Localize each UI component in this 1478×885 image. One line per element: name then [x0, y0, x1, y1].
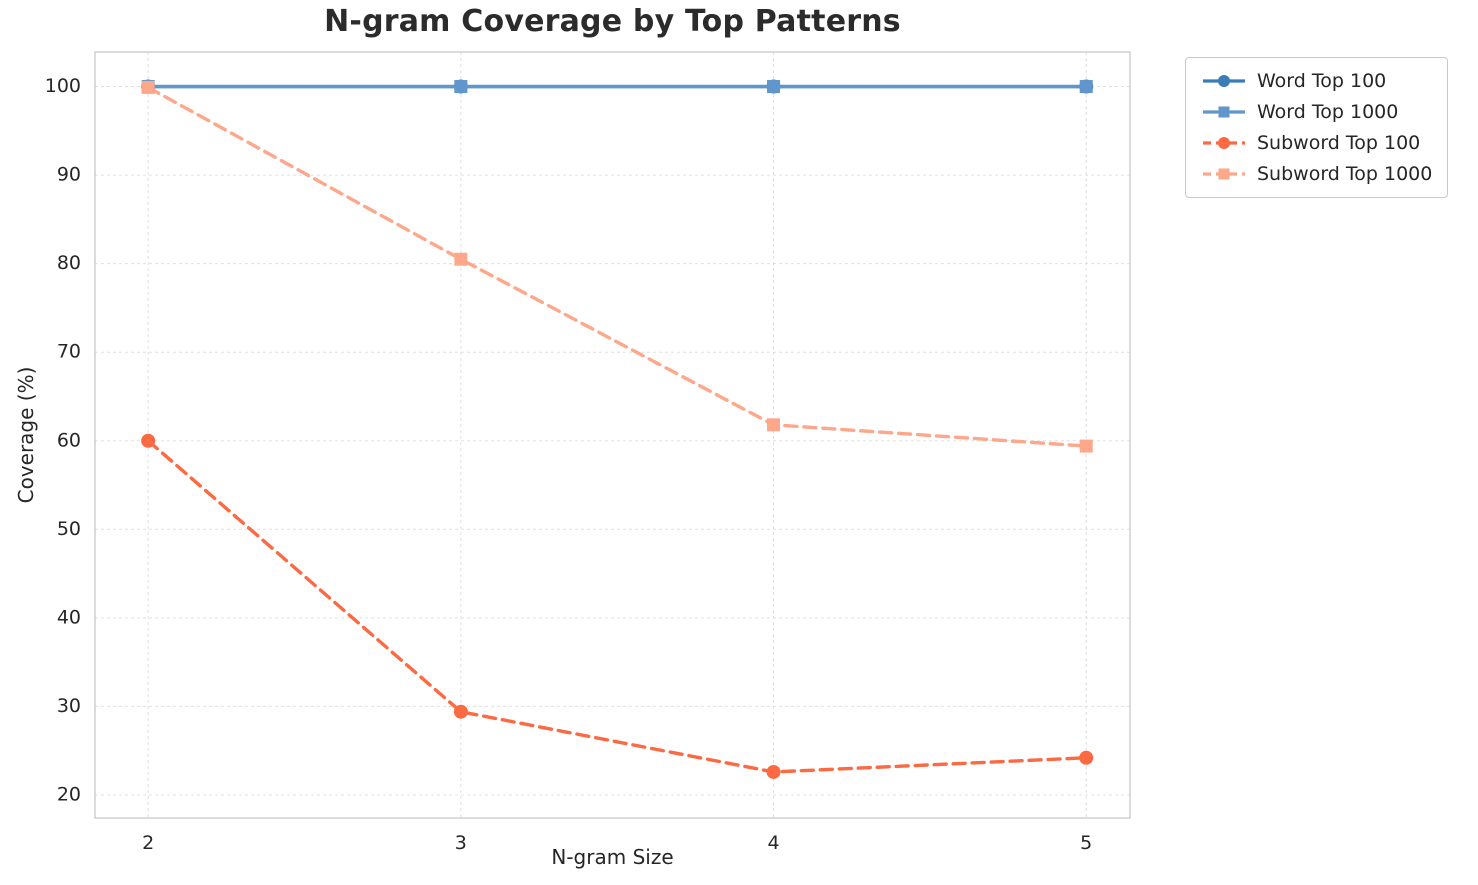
- square-marker: [767, 80, 781, 94]
- square-marker: [454, 80, 468, 94]
- legend-label: Subword Top 100: [1257, 132, 1421, 154]
- legend-sample: [1203, 106, 1245, 118]
- square-marker: [1079, 80, 1093, 94]
- legend: Word Top 100 Word Top 1000 Subword Top 100…: [1185, 57, 1449, 198]
- legend-sample: [1203, 168, 1245, 180]
- legend-item: Word Top 100: [1201, 69, 1432, 93]
- legend-item: Subword Top 100: [1201, 131, 1432, 155]
- legend-item: Word Top 1000: [1201, 100, 1432, 124]
- y-tick-label: 50: [57, 518, 81, 540]
- plot-area: [95, 52, 1130, 818]
- y-tick-label: 100: [45, 75, 81, 97]
- circle-marker: [1218, 137, 1230, 149]
- legend-sample: [1203, 137, 1245, 149]
- y-tick-label: 90: [57, 164, 81, 186]
- plot-border: [94, 51, 1131, 819]
- y-tick-label: 40: [57, 606, 81, 628]
- y-tick-label: 30: [57, 695, 81, 717]
- circle-marker: [141, 433, 156, 448]
- series-line-subword-top-100: [146, 439, 1088, 774]
- circle-marker: [453, 704, 468, 719]
- x-tick-label: 2: [142, 832, 154, 854]
- square-marker: [1079, 439, 1093, 453]
- square-marker: [141, 80, 155, 94]
- x-tick-label: 3: [455, 832, 467, 854]
- square-marker: [767, 418, 781, 432]
- y-axis-label: Coverage (%): [14, 366, 38, 504]
- circle-marker: [766, 764, 781, 779]
- chart-title: N-gram Coverage by Top Patterns: [324, 4, 901, 39]
- x-axis-label: N-gram Size: [551, 845, 674, 869]
- circle-marker: [1079, 750, 1094, 765]
- legend-label: Word Top 1000: [1257, 101, 1399, 123]
- square-marker: [1218, 106, 1230, 118]
- legend-sample: [1203, 75, 1245, 87]
- square-marker: [454, 252, 468, 266]
- y-tick-label: 70: [57, 341, 81, 363]
- x-tick-label: 5: [1080, 832, 1092, 854]
- x-tick-label: 4: [767, 832, 779, 854]
- legend-item: Subword Top 1000: [1201, 162, 1432, 186]
- circle-marker: [1218, 75, 1230, 87]
- legend-label: Subword Top 1000: [1257, 163, 1433, 185]
- y-tick-label: 20: [57, 783, 81, 805]
- square-marker: [1218, 168, 1230, 180]
- series-line-subword-top-1000: [146, 85, 1088, 448]
- y-tick-label: 80: [57, 252, 81, 274]
- y-tick-label: 60: [57, 429, 81, 451]
- legend-label: Word Top 100: [1257, 70, 1387, 92]
